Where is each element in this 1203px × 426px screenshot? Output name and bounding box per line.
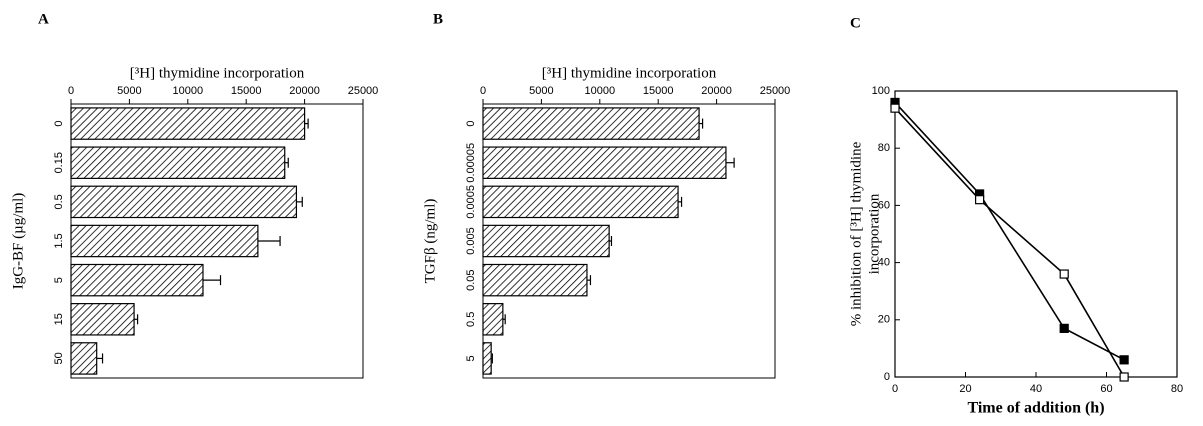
y-axis-label: % inhibition of [³H] thymidine bbox=[848, 141, 864, 326]
panel-letter: C bbox=[850, 15, 861, 31]
marker bbox=[1059, 323, 1069, 333]
x-tick-label: 20000 bbox=[289, 85, 320, 97]
y-tick-label: 0.15 bbox=[53, 152, 65, 173]
x-tick-label: 0 bbox=[68, 85, 74, 97]
bar bbox=[482, 263, 588, 297]
x-tick-label: 25000 bbox=[760, 85, 791, 97]
panel-letter: B bbox=[433, 11, 443, 27]
bar bbox=[70, 146, 286, 179]
x-tick-label: 80 bbox=[1171, 383, 1183, 395]
bar bbox=[482, 185, 679, 219]
x-tick-label: 10000 bbox=[585, 85, 616, 97]
marker bbox=[1119, 372, 1129, 382]
marker bbox=[974, 195, 985, 205]
y-tick-label: 0.5 bbox=[53, 194, 65, 209]
x-tick-label: 5000 bbox=[529, 85, 553, 97]
series-line bbox=[894, 107, 1125, 378]
x-tick-label: 5000 bbox=[117, 85, 141, 97]
y-tick-label: 0.5 bbox=[465, 312, 477, 327]
bar bbox=[70, 224, 259, 258]
marker bbox=[1059, 269, 1069, 279]
bar bbox=[70, 263, 204, 297]
y-tick-label: 0.0005 bbox=[465, 185, 477, 219]
y-tick-label: 5 bbox=[53, 277, 65, 283]
y-axis-label: incorporation bbox=[866, 193, 882, 274]
x-tick-label: 20 bbox=[959, 383, 971, 395]
y-tick-label: 60 bbox=[878, 199, 890, 211]
chart-title: [³H] thymidine incorporation bbox=[542, 65, 717, 81]
y-tick-label: 0 bbox=[884, 371, 890, 383]
y-tick-label: 0 bbox=[465, 121, 477, 127]
y-tick-label: 0.005 bbox=[465, 227, 477, 255]
bar bbox=[482, 342, 492, 375]
x-tick-label: 15000 bbox=[231, 85, 262, 97]
x-tick-label: 10000 bbox=[173, 85, 204, 97]
marker bbox=[1119, 355, 1129, 365]
y-tick-label: 0.00005 bbox=[465, 143, 477, 183]
marker bbox=[890, 103, 900, 113]
y-tick-label: 100 bbox=[872, 85, 890, 97]
bar bbox=[70, 342, 98, 375]
x-tick-label: 0 bbox=[480, 85, 486, 97]
bar bbox=[70, 185, 298, 219]
x-tick-label: 15000 bbox=[643, 85, 674, 97]
y-tick-label: 40 bbox=[878, 257, 890, 269]
chart-title: [³H] thymidine incorporation bbox=[130, 65, 305, 81]
series-line bbox=[894, 101, 1125, 361]
panel-letter: A bbox=[38, 11, 49, 27]
x-tick-label: 40 bbox=[1030, 383, 1042, 395]
y-tick-label: 0.05 bbox=[465, 269, 477, 290]
x-tick-label: 60 bbox=[1100, 383, 1112, 395]
plot-frame bbox=[894, 90, 1178, 378]
y-tick-label: 5 bbox=[465, 355, 477, 361]
bar bbox=[70, 107, 306, 140]
bar bbox=[482, 146, 727, 179]
y-tick-label: 80 bbox=[878, 142, 890, 154]
y-tick-label: 20 bbox=[878, 314, 890, 326]
y-axis-label: TGFβ (ng/ml) bbox=[422, 199, 438, 284]
bar bbox=[482, 303, 504, 336]
bar bbox=[482, 224, 610, 258]
y-tick-label: 0 bbox=[53, 121, 65, 127]
x-tick-label: 25000 bbox=[348, 85, 379, 97]
bar bbox=[482, 107, 700, 140]
y-tick-label: 15 bbox=[53, 313, 65, 325]
x-tick-label: 0 bbox=[892, 383, 898, 395]
x-tick-label: 20000 bbox=[701, 85, 732, 97]
y-axis-label: IgG-BF (µg/ml) bbox=[10, 193, 26, 290]
x-axis-label: Time of addition (h) bbox=[967, 400, 1104, 417]
y-tick-label: 1.5 bbox=[53, 233, 65, 248]
y-tick-label: 50 bbox=[53, 352, 65, 364]
bar bbox=[70, 303, 135, 336]
